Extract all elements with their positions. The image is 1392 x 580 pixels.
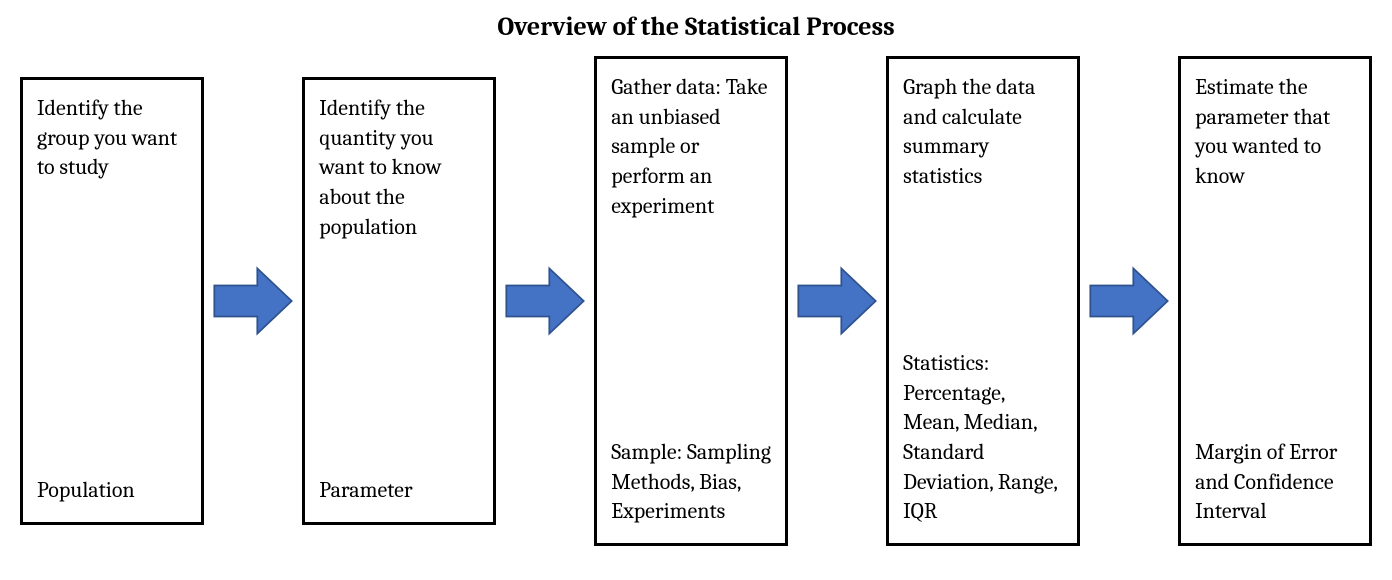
diagram-title: Overview of the Statistical Process	[0, 0, 1392, 56]
arrow-right-icon	[1086, 258, 1172, 344]
box-statistics-top: Graph the data and calculate summary sta…	[903, 73, 1063, 192]
box-parameter-top: Identify the quantity you want to know a…	[319, 94, 479, 242]
box-statistics-bottom: Statistics: Percentage, Mean, Median, St…	[903, 349, 1063, 527]
arrow-1	[210, 258, 296, 344]
box-parameter: Identify the quantity you want to know a…	[302, 77, 496, 525]
box-estimate-top: Estimate the parameter that you wanted t…	[1195, 73, 1355, 192]
box-parameter-bottom: Parameter	[319, 476, 479, 506]
box-population-bottom: Population	[37, 476, 187, 506]
box-estimate: Estimate the parameter that you wanted t…	[1178, 56, 1372, 546]
arrow-right-icon	[210, 258, 296, 344]
arrow-right-icon	[502, 258, 588, 344]
arrow-2	[502, 258, 588, 344]
box-sample: Gather data: Take an unbiased sample or …	[594, 56, 788, 546]
arrow-4	[1086, 258, 1172, 344]
box-sample-bottom: Sample: Sampling Methods, Bias, Experime…	[611, 438, 771, 527]
box-estimate-bottom: Margin of Errorand Confidence Interval	[1195, 438, 1355, 527]
arrow-3	[794, 258, 880, 344]
box-population: Identify the group you want to study Pop…	[20, 77, 204, 525]
flowchart-container: Identify the group you want to study Pop…	[0, 56, 1392, 546]
box-statistics: Graph the data and calculate summary sta…	[886, 56, 1080, 546]
box-sample-top: Gather data: Take an unbiased sample or …	[611, 73, 771, 221]
box-population-top: Identify the group you want to study	[37, 94, 187, 183]
arrow-right-icon	[794, 258, 880, 344]
